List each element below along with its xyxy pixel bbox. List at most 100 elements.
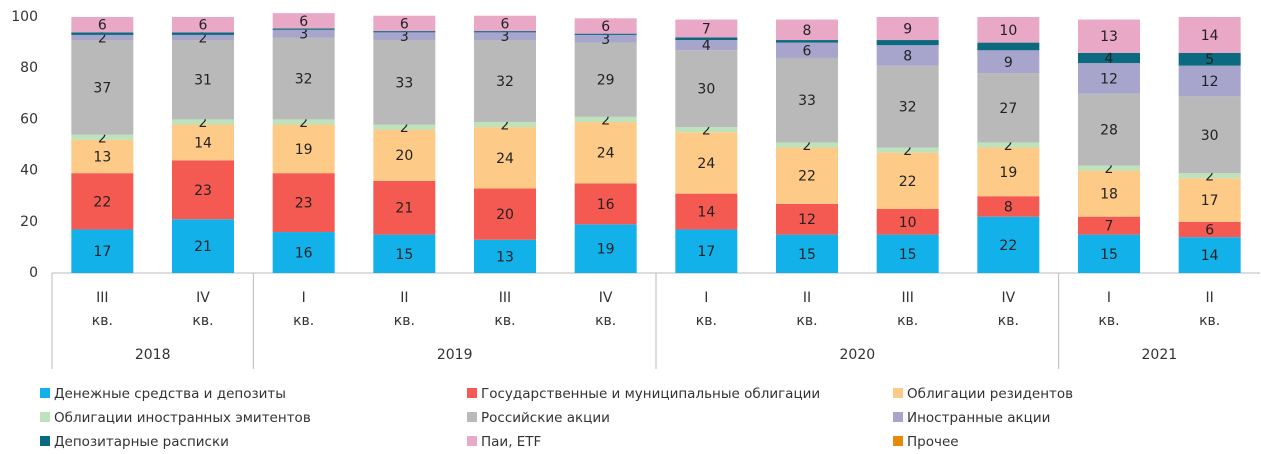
bar-segment xyxy=(474,40,536,122)
bar-segment xyxy=(776,19,838,41)
x-tick-label: IV кв. xyxy=(192,290,213,329)
bar-segment xyxy=(574,34,637,43)
data-label: 2 xyxy=(1205,169,1214,185)
data-label: 23 xyxy=(295,196,313,212)
bar-segment xyxy=(876,40,939,46)
x-tick-label-line: IV xyxy=(1001,290,1015,306)
data-label: 33 xyxy=(395,75,413,91)
x-tick-label: III кв. xyxy=(897,290,918,329)
data-label: 6 xyxy=(1205,222,1214,238)
data-label: 10 xyxy=(899,215,917,231)
data-label: 2 xyxy=(199,30,208,46)
legend-swatch xyxy=(893,436,903,446)
x-tick-label-line: II xyxy=(1206,290,1214,306)
x-tick-label-line: III xyxy=(96,290,108,306)
data-label: 20 xyxy=(395,148,413,164)
bar-segment xyxy=(1078,216,1140,235)
x-tick-label-line: III xyxy=(901,290,913,306)
bar-segment xyxy=(675,229,738,273)
y-tick-label: 40 xyxy=(20,163,38,179)
bar-segment xyxy=(1078,63,1140,94)
data-label: 19 xyxy=(295,142,313,158)
bar-segment xyxy=(272,29,335,38)
data-label: 15 xyxy=(1100,247,1118,263)
x-tick-label-line: кв. xyxy=(897,313,918,329)
legend-swatch xyxy=(40,388,50,398)
x-tick-label-line: кв. xyxy=(293,313,314,329)
bar-segment xyxy=(71,32,134,35)
x-tick-label-line: кв. xyxy=(696,313,717,329)
data-label: 12 xyxy=(1100,71,1118,87)
bar-segment xyxy=(977,17,1040,43)
x-tick-label-line: I xyxy=(704,290,708,306)
data-label: 23 xyxy=(194,183,212,199)
bar-segment xyxy=(71,17,134,33)
data-label: 5 xyxy=(1205,52,1214,68)
bar-segment xyxy=(373,31,436,33)
data-label: 8 xyxy=(903,48,912,64)
data-label: 22 xyxy=(93,194,111,210)
y-tick-label: 100 xyxy=(11,9,38,25)
data-label: 33 xyxy=(798,93,816,109)
bar-segment xyxy=(776,42,838,58)
bar-segment xyxy=(71,34,134,41)
bar-segment xyxy=(574,224,637,273)
y-tick-label: 0 xyxy=(29,265,38,281)
data-label: 2 xyxy=(98,130,107,146)
data-label: 6 xyxy=(98,18,107,34)
bar-segment xyxy=(776,147,838,204)
legend-label: Государственные и муниципальные облигаци… xyxy=(481,386,820,402)
bar-segment xyxy=(1078,93,1140,166)
bar-segment xyxy=(172,124,234,161)
legend-label: Паи, ETF xyxy=(481,434,541,450)
bar-segment xyxy=(675,193,738,230)
bar-segment xyxy=(272,232,335,273)
bar-segment xyxy=(172,160,234,220)
bar-segment xyxy=(574,18,637,34)
bar-segment xyxy=(776,40,838,43)
bar-segment xyxy=(977,216,1040,273)
legend-swatch xyxy=(40,436,50,446)
bar-segment xyxy=(71,139,134,174)
bar-segment xyxy=(574,42,637,117)
x-tick-label: II кв. xyxy=(394,290,415,329)
x-tick-label-line: кв. xyxy=(192,313,213,329)
data-label: 4 xyxy=(702,38,711,54)
data-label: 28 xyxy=(1100,123,1118,139)
bar-segment xyxy=(373,32,436,41)
data-label: 21 xyxy=(194,239,212,255)
bar-segment xyxy=(474,188,536,240)
data-label: 6 xyxy=(501,16,510,32)
bar-segment xyxy=(977,73,1040,143)
legend-label: Депозитарные расписки xyxy=(54,434,229,450)
x-tick-label: III кв. xyxy=(494,290,515,329)
data-label: 9 xyxy=(903,22,912,38)
data-label: 13 xyxy=(1100,29,1118,45)
data-label: 2 xyxy=(199,115,208,131)
bar-segment xyxy=(876,17,939,41)
data-label: 6 xyxy=(400,16,409,32)
legend-swatch xyxy=(893,388,903,398)
data-label: 6 xyxy=(601,19,610,35)
bar-segment xyxy=(977,142,1040,148)
x-tick-label-line: кв. xyxy=(1098,313,1119,329)
data-label: 9 xyxy=(1004,55,1013,71)
legend-label: Облигации резидентов xyxy=(907,386,1073,402)
bar-segment xyxy=(675,37,738,41)
data-label: 8 xyxy=(803,23,812,39)
x-tick-label: IV кв. xyxy=(998,290,1019,329)
data-label: 20 xyxy=(496,207,514,223)
bar-segment xyxy=(272,28,335,30)
bar-segment xyxy=(776,142,838,148)
data-label: 37 xyxy=(93,80,111,96)
data-label: 2 xyxy=(601,112,610,128)
data-label: 17 xyxy=(93,244,111,260)
data-label: 3 xyxy=(400,29,409,45)
bar-segment xyxy=(977,196,1040,217)
data-label: 30 xyxy=(697,82,715,98)
bar-segment xyxy=(373,129,436,181)
data-label: 15 xyxy=(798,247,816,263)
bar-segment xyxy=(373,124,436,130)
bar-segment xyxy=(474,15,536,32)
data-label: 24 xyxy=(496,151,514,167)
